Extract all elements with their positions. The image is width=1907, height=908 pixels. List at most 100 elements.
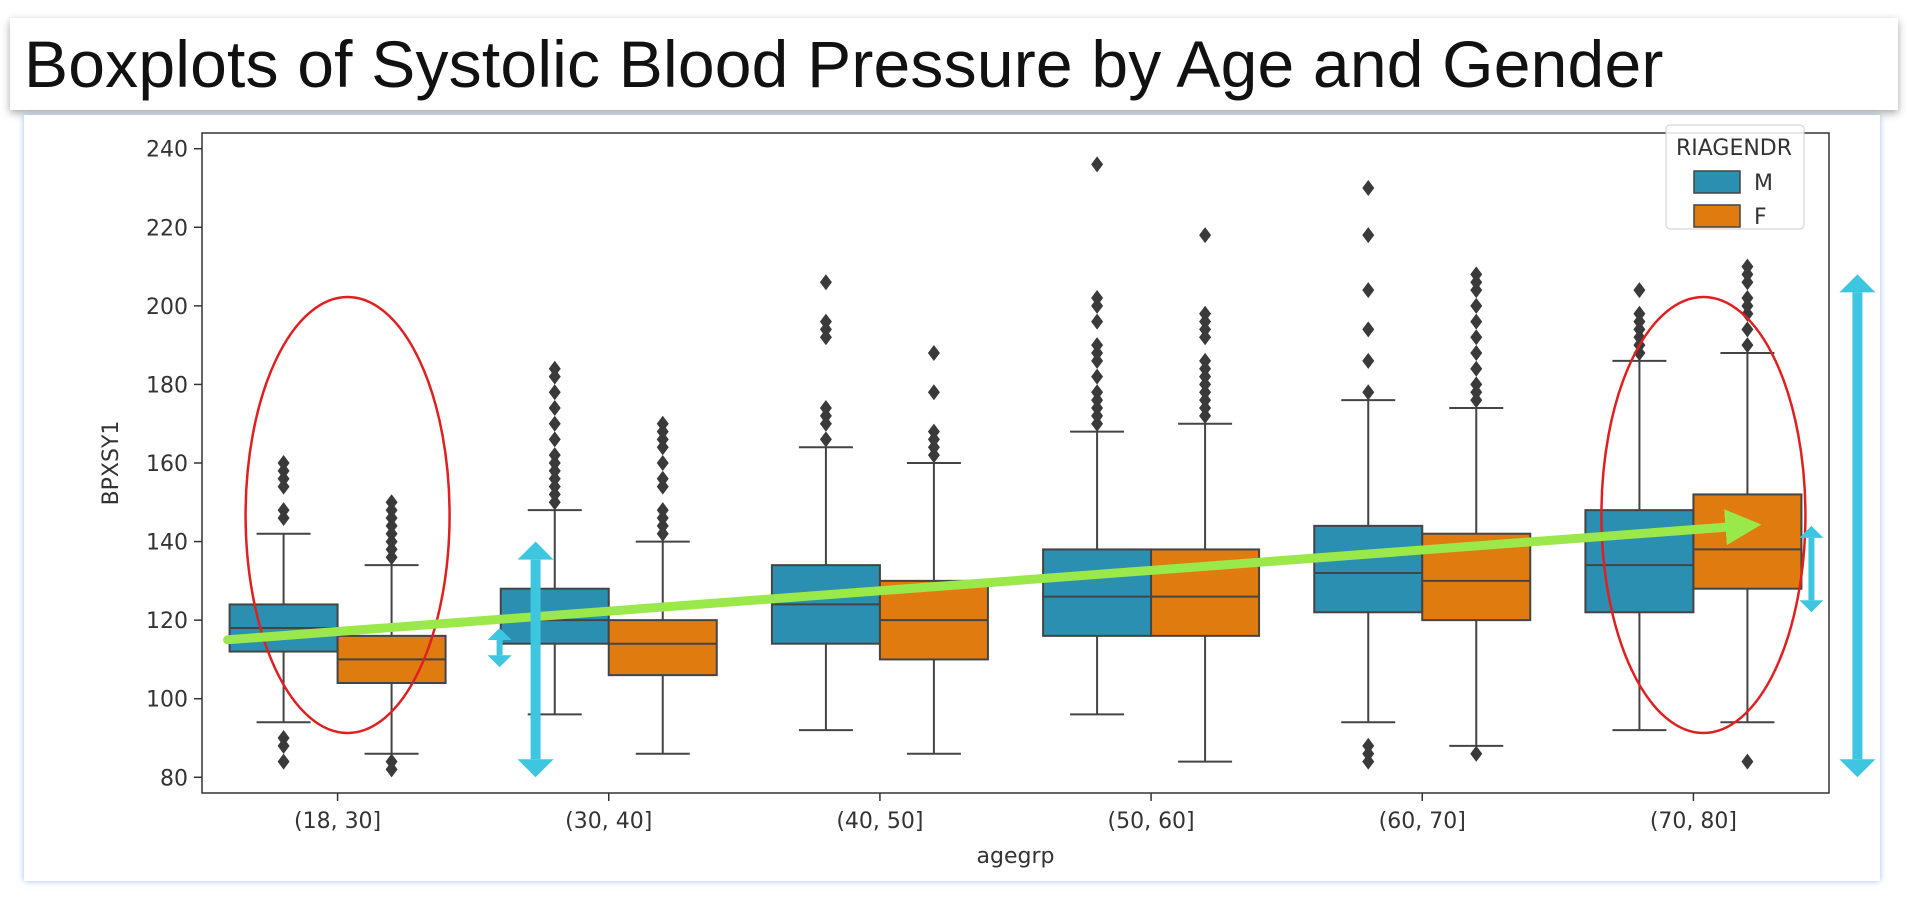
box-iqr: [1042, 548, 1153, 637]
outlier-point: [277, 502, 290, 519]
outlier-point: [1091, 313, 1104, 330]
spread-arrow-head-top: [487, 628, 512, 640]
outlier-point: [1362, 227, 1375, 244]
outlier-point: [1091, 156, 1104, 173]
boxplot-chart: 80 100 120 140 160 180 200 220 240 (18, 30] (30, 4…: [99, 124, 1876, 869]
x-tick-label: (70, 80]: [1650, 809, 1737, 834]
outlier-point: [927, 384, 940, 401]
outlier-point: [656, 455, 669, 471]
spread-arrow-large-18-30: [517, 541, 554, 778]
outlier-point: [1470, 329, 1483, 346]
spread-arrow-small-18-30: [487, 628, 512, 668]
outlier-point: [1741, 337, 1754, 354]
box-M-2: [770, 274, 881, 732]
x-tick-label: (60, 70]: [1379, 809, 1466, 834]
x-tick-label: (18, 30]: [294, 809, 381, 834]
outlier-point: [819, 400, 832, 416]
spread-arrow-head-top: [1799, 525, 1824, 538]
legend-label-M: M: [1754, 171, 1773, 196]
outlier-point: [277, 753, 290, 770]
outlier-point: [1470, 345, 1483, 361]
box-F-5: [1692, 258, 1803, 770]
outlier-point: [548, 400, 561, 416]
outlier-point: [927, 345, 940, 361]
spread-arrow-small-70-80: [1799, 525, 1824, 613]
outlier-point: [1470, 297, 1483, 314]
outlier-point: [1741, 258, 1754, 275]
box-M-4: [1313, 180, 1424, 770]
outlier-point: [1633, 282, 1646, 299]
outlier-point: [1362, 384, 1375, 401]
legend-swatch-F: [1693, 204, 1741, 228]
outlier-point: [1199, 352, 1212, 369]
legend-swatch-M: [1693, 170, 1741, 194]
x-axis-label: agegrp: [977, 844, 1055, 869]
y-tick-label: 200: [146, 295, 188, 320]
x-tick-label: (40, 50]: [836, 809, 923, 834]
title-bar: Boxplots of Systolic Blood Pressure by A…: [10, 18, 1898, 110]
y-tick-label: 140: [146, 531, 188, 556]
box-F-3: [1150, 227, 1261, 763]
outlier-point: [548, 384, 561, 401]
outlier-point: [1199, 227, 1212, 244]
box-M-0: [228, 455, 339, 770]
outlier-point: [1470, 376, 1483, 393]
outlier-point: [1741, 753, 1754, 770]
outlier-point: [1362, 321, 1375, 338]
outlier-point: [819, 431, 832, 448]
box-F-1: [607, 415, 718, 755]
outlier-point: [1362, 180, 1375, 196]
spread-arrow-head-bottom: [1799, 600, 1824, 613]
outlier-point: [1091, 368, 1104, 385]
spread-arrow-head-bottom: [487, 655, 512, 668]
spread-arrow-head-top: [1839, 274, 1876, 293]
outlier-point: [1470, 266, 1483, 283]
outlier-point: [385, 753, 398, 770]
outlier-point: [1470, 360, 1483, 377]
box-iqr: [607, 619, 718, 677]
y-tick-label: 120: [146, 609, 188, 634]
outlier-point: [548, 447, 561, 464]
outlier-point: [1199, 305, 1212, 322]
outlier-point: [1362, 737, 1375, 754]
outlier-point: [927, 423, 940, 440]
box-F-2: [878, 345, 989, 755]
y-tick-label: 80: [160, 766, 188, 791]
spread-arrow-head-bottom: [1839, 759, 1876, 778]
box-iqr: [1692, 493, 1803, 590]
y-tick-label: 100: [146, 688, 188, 713]
outlier-point: [277, 730, 290, 746]
outlier-point: [1362, 352, 1375, 369]
y-tick-label: 240: [146, 138, 188, 163]
outlier-point: [1470, 313, 1483, 330]
box-M-1: [499, 360, 610, 716]
legend-title: RIAGENDR: [1676, 136, 1792, 161]
spread-arrow-large-70-80: [1839, 274, 1876, 778]
outlier-point: [819, 313, 832, 330]
outlier-point: [1362, 282, 1375, 299]
outlier-point: [1741, 290, 1754, 306]
outlier-point: [277, 455, 290, 471]
y-tick-label: 180: [146, 373, 188, 398]
chart-title: Boxplots of Systolic Blood Pressure by A…: [24, 27, 1664, 101]
x-tick-label: (30, 40]: [565, 809, 652, 834]
outlier-point: [1091, 337, 1104, 354]
outlier-point: [548, 415, 561, 432]
box-M-3: [1042, 156, 1153, 716]
outlier-point: [548, 431, 561, 448]
outlier-point: [656, 470, 669, 487]
x-tick-label: (50, 60]: [1108, 809, 1195, 834]
outlier-point: [1633, 305, 1646, 322]
box-iqr: [1313, 524, 1424, 614]
box-F-4: [1421, 266, 1532, 762]
outlier-point: [385, 494, 398, 511]
spread-arrow-head-top: [517, 541, 554, 560]
outlier-point: [819, 274, 832, 291]
y-tick-label: 160: [146, 452, 188, 477]
outlier-point: [1741, 321, 1754, 338]
y-tick-label: 220: [146, 216, 188, 241]
outlier-point: [656, 502, 669, 519]
highlight-ellipse: [244, 295, 451, 735]
outlier-point: [548, 360, 561, 377]
y-axis-label: BPXSY1: [99, 421, 124, 506]
